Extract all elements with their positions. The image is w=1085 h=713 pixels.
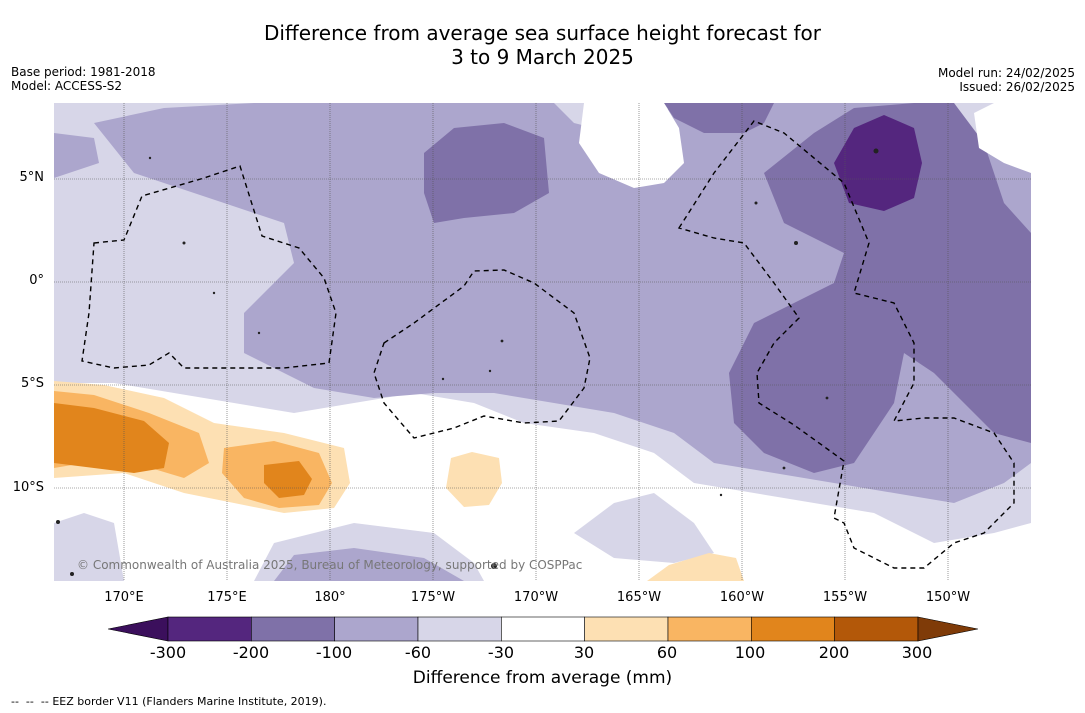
colorbar-label-neg100: -100: [315, 643, 353, 662]
lat-label-5n: 5°N: [19, 170, 45, 185]
contour-30-60-mid: [446, 452, 502, 507]
lat-label-0: 0°: [29, 273, 44, 288]
colorbar-label-60: 60: [656, 643, 678, 662]
colorbar-bin-8: [834, 616, 919, 642]
lon-label-170e: 170°E: [104, 590, 144, 605]
title-line-1: Difference from average sea surface heig…: [263, 21, 822, 45]
eez-borders: [81, 120, 1015, 569]
colorbar-label-30: 30: [573, 643, 595, 662]
copyright-notice: © Commonwealth of Australia 2025, Bureau…: [77, 558, 583, 572]
colorbar-bin-5: [584, 616, 669, 642]
colorbar-label-100: 100: [734, 643, 766, 662]
contour-neg60-south: [274, 548, 464, 581]
lat-label-10s: 10°S: [12, 480, 44, 495]
lon-label-150w: 150°W: [925, 590, 971, 605]
contour-neg30-southwest: [54, 513, 124, 581]
colorbar-bin-4: [501, 616, 585, 642]
lon-label-160w: 160°W: [719, 590, 765, 605]
model-run-label: Model run: 24/02/2025: [937, 66, 1075, 80]
footer-legend: -- -- -- EEZ border V11 (Flanders Marine…: [11, 695, 326, 708]
contour-white-north: [579, 103, 684, 188]
contour-white-northeast: [974, 103, 1031, 173]
colorbar-bin-6: [667, 616, 752, 642]
colorbar-label-neg200: -200: [232, 643, 270, 662]
contour-100-200-west: [54, 403, 169, 473]
colorbar-extend-high: [917, 616, 978, 642]
lon-label-175e: 175°E: [207, 590, 247, 605]
colorbar-label-neg60: -60: [404, 643, 432, 662]
lon-label-165w: 165°W: [616, 590, 662, 605]
lon-label-170w: 170°W: [513, 590, 559, 605]
contour-neg200-neg300: [834, 115, 922, 211]
title-line-2: 3 to 9 March 2025: [451, 45, 634, 69]
eez-line-islands: [677, 120, 1015, 569]
eez-legend-text: EEZ border V11 (Flanders Marine Institut…: [52, 695, 327, 708]
colorbar-bin-0: [167, 616, 252, 642]
colorbar: [108, 616, 978, 642]
map-canvas: [54, 103, 1031, 581]
islands: [56, 148, 879, 576]
colorbar-label-neg300: -300: [149, 643, 187, 662]
colorbar-extend-low: [108, 616, 169, 642]
model-label: Model: ACCESS-S2: [11, 79, 123, 93]
contour-neg30-south: [574, 493, 714, 563]
contour-100-200-center: [264, 461, 312, 498]
meta-right: Model run: 24/02/2025 Issued: 26/02/2025: [938, 66, 1075, 94]
eez-phoenix-islands: [373, 269, 591, 439]
colorbar-bin-3: [417, 616, 502, 642]
lon-label-180: 180°: [314, 590, 346, 605]
contour-neg100-neg200-north: [664, 103, 774, 133]
lat-label-5s: 5°S: [20, 376, 44, 391]
colorbar-label-200: 200: [818, 643, 850, 662]
eez-dash-sample: -- -- --: [11, 695, 49, 708]
contour-neg60-east: [54, 133, 99, 178]
colorbar-bin-7: [751, 616, 835, 642]
issued-label: Issued: 26/02/2025: [959, 80, 1075, 94]
colorbar-boxes: [167, 616, 919, 642]
eez-tuvalu-kiribati-west: [81, 165, 337, 369]
sea-surface-height-map: [54, 103, 1031, 581]
lon-label-175w: 175°W: [410, 590, 456, 605]
colorbar-label-neg30: -30: [487, 643, 515, 662]
lon-label-155w: 155°W: [822, 590, 868, 605]
colorbar-bin-1: [251, 616, 335, 642]
colorbar-label-300: 300: [901, 643, 933, 662]
contour-neg100-neg200: [424, 123, 549, 223]
colorbar-bin-2: [334, 616, 419, 642]
map-title: Difference from average sea surface heig…: [0, 21, 1085, 69]
gridlines: [54, 103, 1031, 581]
base-period-label: Base period: 1981-2018: [11, 65, 156, 79]
colorbar-title: Difference from average (mm): [412, 668, 673, 688]
contour-neg100-neg200-east: [729, 103, 1031, 473]
meta-left: Base period: 1981-2018 Model: ACCESS-S2: [11, 65, 156, 93]
contour-30-60-southeast: [647, 553, 744, 581]
